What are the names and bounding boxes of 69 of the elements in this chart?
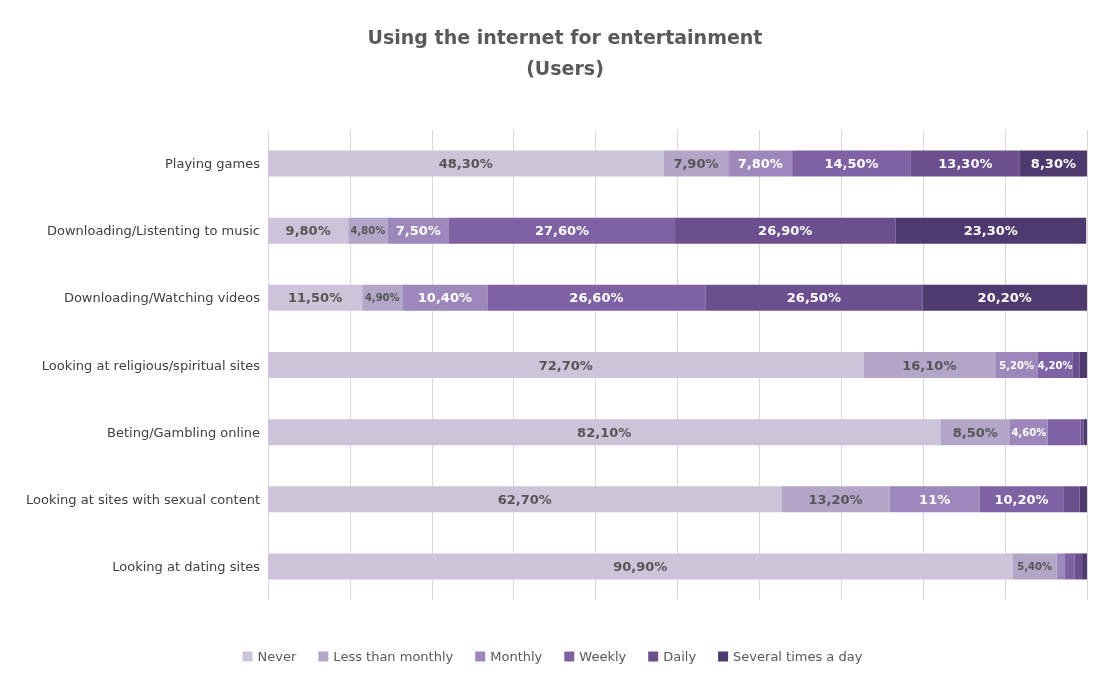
data-label: 14,50% <box>824 156 879 172</box>
data-label: 72,70% <box>538 357 593 373</box>
bar <box>1079 486 1087 513</box>
y-tick-label: Beting/Gambling online <box>107 424 260 440</box>
bar <box>922 284 1087 311</box>
data-label: 27,60% <box>534 223 590 239</box>
data-label: 62,70% <box>497 491 552 507</box>
bar <box>268 419 941 446</box>
legend-label: Monthly <box>490 649 543 664</box>
chart-title: Using the internet for entertainment <box>367 25 763 48</box>
bar <box>792 150 911 177</box>
bar <box>1056 553 1065 580</box>
chart-subtitle: (Users) <box>526 56 604 79</box>
bar <box>1072 352 1080 378</box>
bar <box>889 486 980 513</box>
legend-label: Several times a day <box>733 649 863 664</box>
y-tick-label: Looking at sites with sexual content <box>26 491 260 507</box>
y-tick-label: Looking at religious/spiritual sites <box>41 357 261 373</box>
bar <box>675 217 896 244</box>
data-label: 4,80% <box>350 225 386 237</box>
data-label: 7,50% <box>395 223 441 239</box>
data-label: 48,30% <box>438 156 493 172</box>
data-label: 82,10% <box>577 424 632 440</box>
bar <box>705 284 923 311</box>
data-label: 5,20% <box>999 359 1034 371</box>
bar <box>895 217 1087 244</box>
data-label: 7,90% <box>673 156 719 172</box>
data-label: 26,90% <box>758 223 813 239</box>
data-label: 7,80% <box>737 156 783 172</box>
data-label: 4,20% <box>1037 359 1073 371</box>
data-label: 90,90% <box>613 558 668 574</box>
data-label: 11,50% <box>288 290 343 306</box>
bar <box>863 352 996 378</box>
bar <box>268 486 782 513</box>
legend-label: Daily <box>663 649 697 664</box>
y-tick-label: Downloading/Listenting to music <box>46 223 260 239</box>
y-tick-label: Playing games <box>165 156 261 172</box>
bar <box>487 284 706 311</box>
data-label: 11% <box>919 491 951 507</box>
y-tick-label: Downloading/Watching videos <box>63 290 261 306</box>
data-label: 16,10% <box>902 357 957 373</box>
data-label: 8,30% <box>1030 156 1076 172</box>
data-label: 13,30% <box>938 156 993 172</box>
data-label: 4,90% <box>364 292 400 304</box>
bar <box>1079 352 1087 378</box>
data-label: 26,60% <box>569 290 624 306</box>
bar <box>1063 486 1080 513</box>
bar <box>268 553 1013 580</box>
bar <box>268 150 664 177</box>
data-label: 9,80% <box>285 223 331 239</box>
y-tick-label: Looking at dating sites <box>112 558 261 574</box>
data-label: 13,20% <box>808 491 863 507</box>
data-label: 10,40% <box>417 290 472 306</box>
data-label: 10,20% <box>994 491 1049 507</box>
bar <box>1082 553 1087 580</box>
legend-label: Weekly <box>579 649 627 664</box>
bar <box>1064 553 1075 580</box>
bar <box>449 217 676 244</box>
legend-label: Less than monthly <box>333 649 454 664</box>
bar <box>1074 553 1083 580</box>
data-label: 5,40% <box>1017 560 1052 572</box>
data-label: 20,20% <box>977 290 1032 306</box>
bar <box>268 352 864 378</box>
legend-label: Never <box>257 649 298 664</box>
data-label: 4,60% <box>1011 426 1047 438</box>
data-label: 8,50% <box>952 424 998 440</box>
data-label: 26,50% <box>786 290 841 306</box>
bar <box>1047 419 1081 446</box>
data-label: 23,30% <box>963 223 1018 239</box>
